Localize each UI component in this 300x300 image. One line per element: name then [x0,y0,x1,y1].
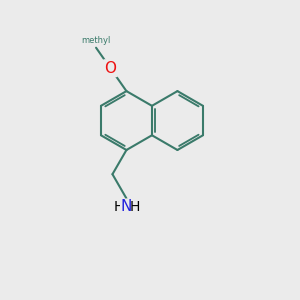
Text: H: H [130,200,140,214]
Text: methyl: methyl [81,36,111,45]
Text: O: O [104,61,116,76]
Text: N: N [121,199,132,214]
Text: H: H [114,200,124,214]
